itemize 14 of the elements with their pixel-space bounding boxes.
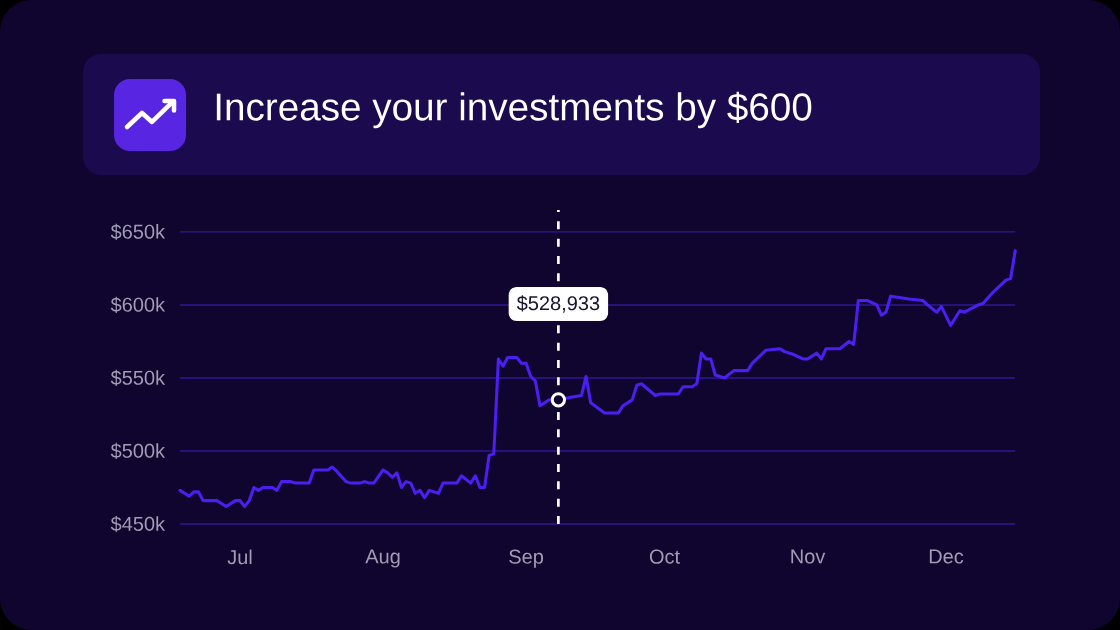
x-tick-label: Aug bbox=[365, 549, 400, 568]
x-tick-label: Sep bbox=[509, 549, 544, 568]
y-tick-label: $600k bbox=[110, 296, 166, 313]
x-tick-label: Nov bbox=[791, 549, 826, 564]
x-tick-label: Jul bbox=[227, 549, 252, 565]
y-tick-label: $650k bbox=[110, 223, 166, 240]
y-tick-label: $550k bbox=[110, 369, 166, 387]
x-tick-label: Oct bbox=[649, 549, 680, 564]
y-tick-label: $500k bbox=[110, 442, 166, 460]
chart-title: Increase your investments by $600 bbox=[216, 91, 812, 129]
x-tick-label: Dec bbox=[929, 549, 964, 564]
ref-line-label: $528,933 bbox=[516, 295, 600, 313]
y-tick-label: $450k bbox=[110, 515, 166, 533]
line-series bbox=[178, 249, 1017, 508]
